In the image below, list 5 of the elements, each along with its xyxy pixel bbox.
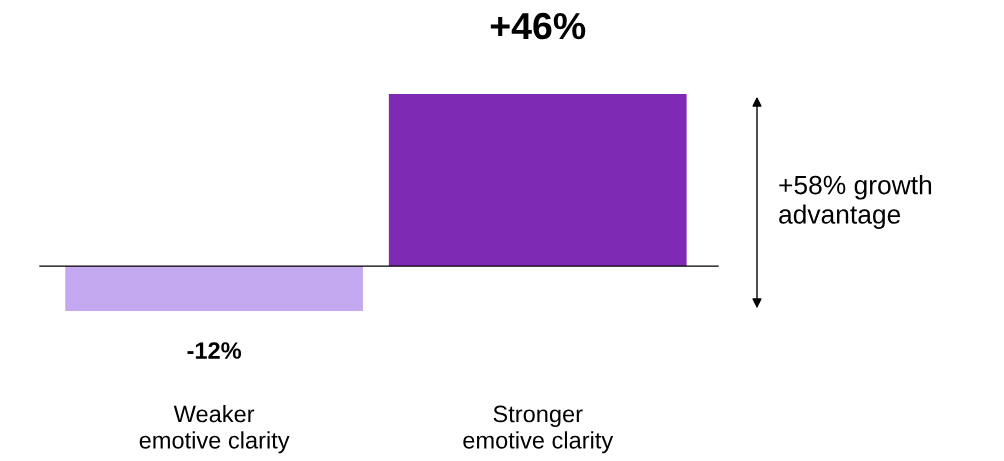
data-label: -12%	[187, 342, 242, 359]
x-tick-label: Stronger emotive clarity	[463, 405, 614, 454]
data-label: +46%	[490, 12, 586, 40]
x-tick-label: Weaker emotive clarity	[139, 405, 290, 454]
text: +58% growth advantage	[779, 175, 932, 229]
